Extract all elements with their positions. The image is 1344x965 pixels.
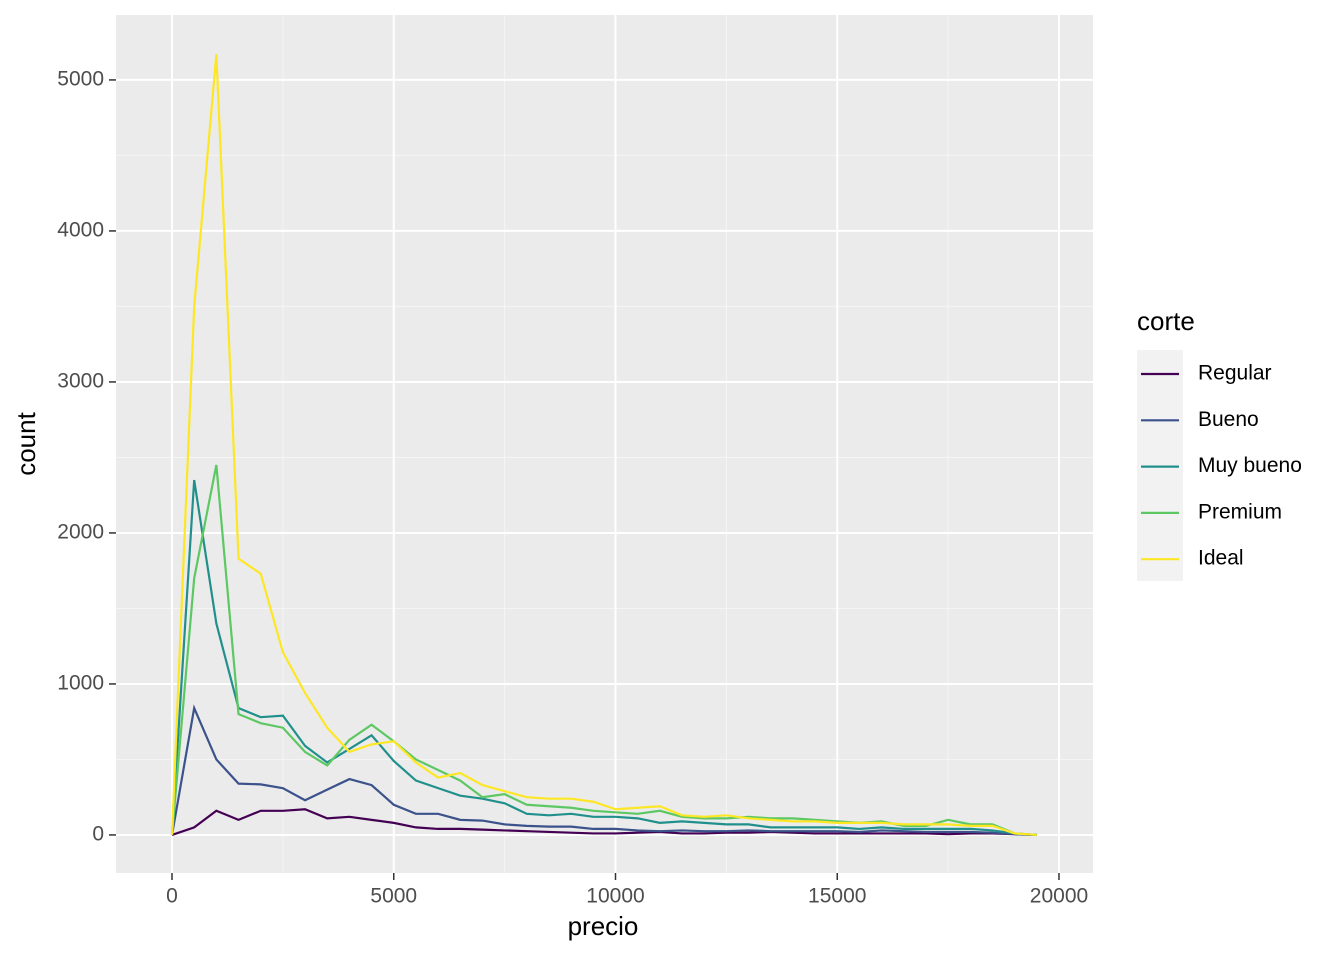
y-tick-label: 3000	[57, 369, 104, 392]
x-tick-label: 10000	[586, 885, 644, 908]
panel	[116, 15, 1093, 873]
y-tick-label: 2000	[57, 520, 104, 543]
x-tick-label: 20000	[1030, 885, 1088, 908]
y-tick-label: 4000	[57, 218, 104, 241]
series-line	[170, 54, 1037, 837]
legend: Regular Bueno Muy bueno Premium Ideal	[1137, 350, 1302, 581]
x-tick-label: 15000	[808, 885, 866, 908]
grid	[116, 15, 1093, 873]
y-axis-label: count	[11, 411, 41, 475]
legend-label: Ideal	[1198, 547, 1244, 570]
legend-label: Premium	[1198, 500, 1282, 523]
y-tick-label: 0	[92, 822, 104, 845]
x-tick-label: 0	[166, 885, 178, 908]
legend-label: Bueno	[1198, 408, 1259, 431]
y-tick-label: 5000	[57, 67, 104, 90]
legend-title: corte	[1137, 306, 1195, 336]
legend-label: Regular	[1198, 362, 1272, 385]
y-tick-label: 1000	[57, 671, 104, 694]
series-line	[170, 704, 1037, 837]
legend-label: Muy bueno	[1198, 454, 1302, 477]
series-line	[171, 808, 1037, 837]
series-line	[170, 479, 1037, 837]
x-axis-label: precio	[568, 911, 639, 941]
x-tick-label: 5000	[370, 885, 417, 908]
lines	[170, 54, 1037, 837]
